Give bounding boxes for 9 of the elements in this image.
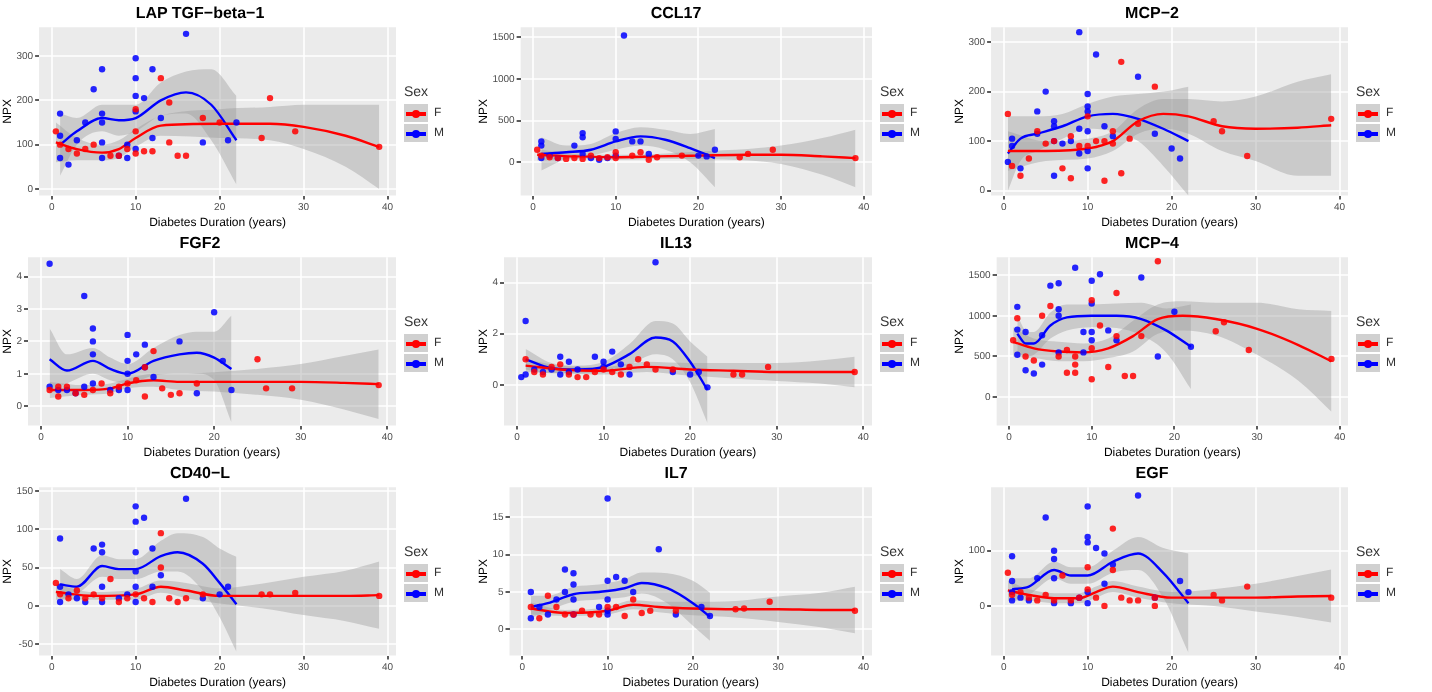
chart-title: FGF2 [179,234,222,253]
chart-title: MCP−2 [1125,4,1180,23]
chart-title: IL7 [664,464,689,483]
chart-title: LAP TGF−beta−1 [135,4,266,23]
chart-title: CCL17 [650,4,703,23]
chart-title: MCP−4 [1125,234,1180,253]
chart-title: CD40−L [169,464,231,483]
chart-title: IL13 [659,234,694,253]
chart-title: EGF [1135,464,1169,483]
